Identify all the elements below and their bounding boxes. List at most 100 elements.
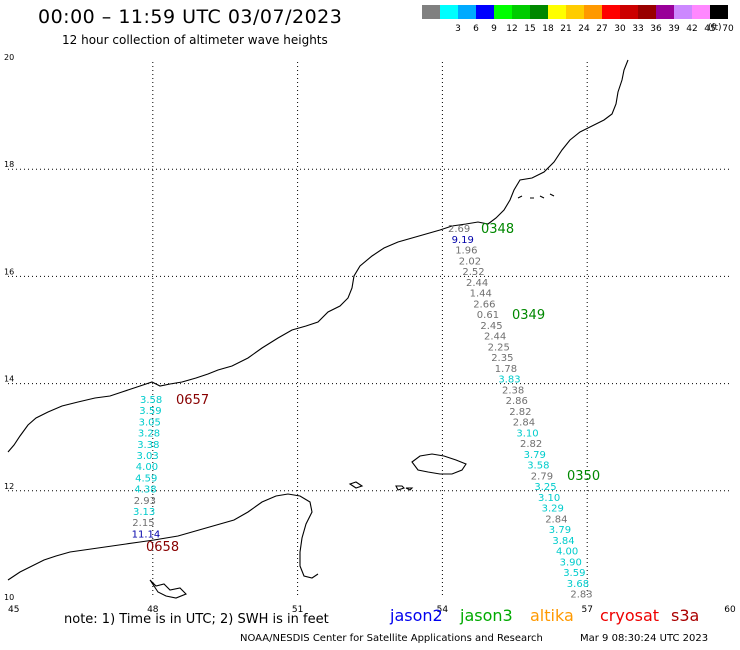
- pass-time-labels: 0348 0349 0350 0657 0658: [146, 222, 600, 555]
- legend-swatch: [674, 5, 692, 19]
- swh-label: 2.44: [484, 332, 506, 343]
- legend-label: 30: [614, 24, 626, 34]
- swh-label: 2.82: [509, 407, 531, 418]
- swh-label: 2.93: [134, 496, 156, 507]
- swh-label: 2.44: [466, 278, 488, 289]
- swh-label: 3.79: [524, 450, 546, 461]
- legend-swatch: [512, 5, 530, 19]
- island-small-1: [348, 481, 364, 489]
- legend-label: 15: [524, 24, 535, 34]
- swh-label: 11.14: [132, 529, 161, 540]
- swh-label: 4.38: [134, 485, 156, 496]
- swh-label: 3.13: [133, 507, 155, 518]
- legend-swatch: [548, 5, 566, 19]
- legend-label: 18: [542, 24, 554, 34]
- swh-label: 3.83: [498, 375, 520, 386]
- x-tick-label: 54: [437, 605, 449, 615]
- x-tick-label: 60: [724, 605, 736, 615]
- swh-label: 2.66: [473, 299, 495, 310]
- swh-label: 1.96: [455, 246, 477, 257]
- satellite-altika: altika: [530, 606, 574, 625]
- legend-label: 27: [596, 24, 607, 34]
- x-tick-labels: 45 48 51 54 57 60: [8, 605, 736, 615]
- legend-swatch: [638, 5, 656, 19]
- swh-label: 3.10: [538, 493, 560, 504]
- legend-label: 45: [704, 24, 715, 34]
- swh-label: 3.84: [552, 536, 574, 547]
- pass-time-label: 0349: [512, 308, 545, 323]
- map-frame: [8, 62, 732, 598]
- legend-swatch: [476, 5, 494, 19]
- swh-label: 2.02: [459, 256, 481, 267]
- y-tick-label: 20: [4, 53, 14, 62]
- x-tick-label: 48: [147, 605, 159, 615]
- legend-label: 24: [578, 24, 590, 34]
- legend-label: 42: [686, 24, 697, 34]
- swh-label: 4.00: [556, 547, 578, 558]
- generated-timestamp: Mar 9 08:30:24 UTC 2023: [580, 633, 709, 644]
- swh-label: 9.19: [452, 235, 474, 246]
- swh-label: 2.83: [570, 590, 592, 601]
- footer-note: note: 1) Time is in UTC; 2) SWH is in fe…: [64, 612, 329, 627]
- swh-label: 2.15: [132, 518, 154, 529]
- legend-label: 70: [722, 24, 734, 34]
- legend-swatch: [602, 5, 620, 19]
- swh-label: 3.58: [140, 395, 162, 406]
- legend-label: 21: [560, 24, 571, 34]
- swh-label: 2.25: [488, 342, 510, 353]
- swh-label: 3.59: [563, 568, 585, 579]
- legend-swatch: [692, 5, 710, 19]
- swh-label: 3.59: [139, 406, 161, 417]
- y-tick-label: 18: [4, 160, 14, 169]
- pass-time-label: 0658: [146, 540, 179, 555]
- legend-swatch: [710, 5, 728, 19]
- altimeter-tracks: 2.699.191.962.022.522.441.442.660.612.45…: [132, 224, 593, 601]
- legend-swatch: [566, 5, 584, 19]
- coastline: [7, 59, 629, 599]
- x-tick-label: 51: [292, 605, 303, 615]
- swh-label: 2.38: [502, 385, 524, 396]
- credit-line: NOAA/NESDIS Center for Satellite Applica…: [240, 633, 543, 644]
- swh-label: 2.84: [545, 514, 567, 525]
- satellite-jason3: jason3: [460, 606, 513, 625]
- legend-swatch: [494, 5, 512, 19]
- legend-label: 36: [650, 24, 662, 34]
- legend-label: 39: [668, 24, 680, 34]
- page-subtitle: 12 hour collection of altimeter wave hei…: [62, 33, 328, 47]
- pass-time-label: 0657: [176, 393, 209, 408]
- swh-label: 3.28: [138, 429, 160, 440]
- legend-label: 3: [455, 24, 461, 34]
- swh-label: 1.78: [495, 364, 517, 375]
- page-title: 00:00 – 11:59 UTC 03/07/2023: [38, 6, 343, 28]
- swh-label: 3.29: [542, 504, 564, 515]
- island-small-2: [395, 485, 406, 491]
- legend-swatch: [422, 5, 440, 19]
- legend-swatch: [530, 5, 548, 19]
- island-small-3: [405, 487, 414, 491]
- swh-label: 3.90: [560, 557, 582, 568]
- legend-unit: (ft): [708, 23, 722, 33]
- swh-label: 3.10: [516, 428, 538, 439]
- swh-label: 2.52: [462, 267, 484, 278]
- swh-label: 2.45: [480, 321, 502, 332]
- island-socotra: [411, 453, 467, 475]
- satellite-jason2: jason2: [390, 606, 443, 625]
- legend-label: 12: [506, 24, 517, 34]
- swh-label: 1.44: [470, 289, 492, 300]
- swh-label: 4.00: [136, 462, 158, 473]
- swh-label: 3.25: [534, 482, 556, 493]
- legend-label: 6: [473, 24, 479, 34]
- y-tick-labels: 10 12 14 16 18 20: [4, 53, 14, 602]
- swh-label: 2.86: [506, 396, 528, 407]
- legend-swatch: [458, 5, 476, 19]
- somalia-coast-detail: [149, 579, 187, 599]
- pass-time-label: 0348: [481, 222, 514, 237]
- legend-label: 33: [632, 24, 643, 34]
- swh-label: 2.79: [531, 471, 553, 482]
- legend-swatch: [656, 5, 674, 19]
- swh-label: 2.35: [491, 353, 513, 364]
- swh-label: 4.59: [135, 473, 157, 484]
- swh-label: 2.69: [448, 224, 470, 235]
- legend-label: 9: [491, 24, 497, 34]
